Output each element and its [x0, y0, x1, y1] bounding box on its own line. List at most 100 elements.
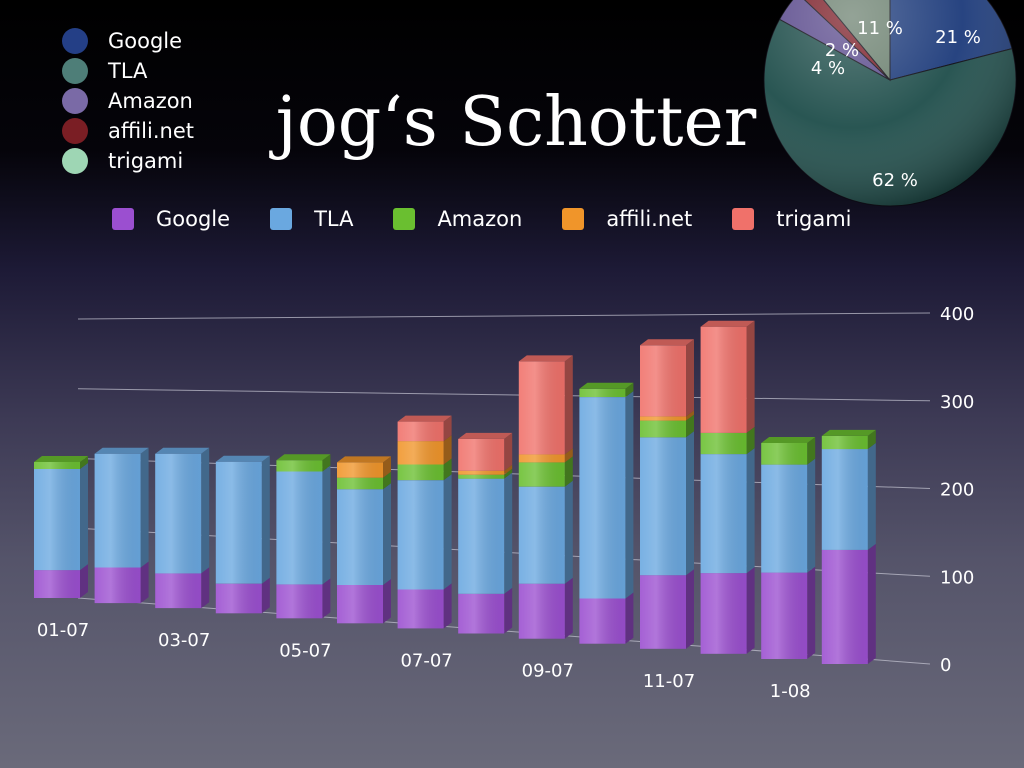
bar-legend-item-affili-net: affili.net [562, 207, 692, 231]
y-tick-label: 300 [940, 392, 974, 413]
bar-legend-label: affili.net [606, 207, 693, 231]
bar-legend-item-trigami: trigami [732, 207, 852, 231]
bar-segment-shine [337, 585, 383, 624]
pie-legend-item-amazon: Amazon [62, 86, 194, 116]
bar-legend-label: trigami [776, 207, 852, 231]
bar-side-tla [443, 474, 452, 590]
bar-side-amazon [443, 458, 452, 481]
x-tick-label: 09-07 [522, 661, 574, 682]
bar-segment-shine [458, 593, 505, 634]
bar-segment-shine [337, 477, 383, 490]
bar-side-amazon [625, 382, 634, 398]
pie-legend-marker [62, 88, 88, 114]
bar-segment-shine [337, 462, 383, 478]
bar-side-google [625, 592, 634, 644]
bar-top [700, 320, 755, 327]
bar-segment-shine [821, 449, 868, 550]
bar-side-tla [564, 480, 573, 584]
bar-segment-shine [397, 480, 444, 590]
pie-gloss [764, 0, 1016, 206]
bar-top [458, 432, 513, 439]
bar-top [337, 456, 391, 463]
bar-01-07 [34, 456, 88, 598]
bar-legend-item-amazon: Amazon [393, 207, 522, 231]
bar-legend-swatch [562, 208, 585, 230]
bar-segment-shine [761, 572, 808, 659]
bar-side-google [383, 579, 391, 624]
pie-legend-marker [62, 58, 88, 84]
slide-title: jog‘s Schotter [275, 83, 757, 162]
pie-legend-label: affili.net [108, 119, 194, 143]
bar-09-07 [518, 355, 573, 639]
bar-10-07 [579, 382, 634, 644]
bar-side-tla [867, 443, 876, 550]
gridline [77, 312, 931, 320]
bar-top [276, 454, 331, 461]
bar-top [155, 447, 210, 454]
pie-legend-marker [62, 148, 88, 174]
x-tick-label: 05-07 [279, 640, 331, 661]
bar-segment-shine [579, 397, 626, 599]
bar-segment-shine [276, 460, 323, 472]
pie-slice-label: 62 % [872, 170, 918, 191]
bar-segment-shine [34, 570, 80, 598]
pie-chart: 21 % 62 % 4 %2 %11 % [763, 0, 1017, 207]
bar-segment-shine [94, 453, 141, 568]
bar-segment-shine [458, 438, 505, 471]
bar-side-trigami [746, 320, 755, 433]
bar-legend-swatch [112, 208, 134, 230]
pie-legend-label: trigami [108, 149, 184, 173]
bar-segment-shine [579, 598, 626, 644]
bar-side-tla [80, 463, 88, 571]
bar-segment-shine [215, 583, 262, 614]
bar-side-google [201, 567, 210, 609]
bar-segment-shine [700, 454, 747, 574]
bar-segment-shine [518, 486, 565, 584]
bar-top [761, 437, 816, 443]
bar-side-tla [807, 458, 816, 573]
y-tick-label: 100 [940, 567, 974, 588]
bar-top [640, 339, 694, 346]
bar-segment-shine [518, 454, 565, 463]
bar-segment-shine [579, 388, 626, 397]
bar-top [215, 455, 270, 462]
bar-segment-shine [458, 470, 505, 475]
bar-side-trigami [443, 415, 452, 442]
bar-segment-shine [761, 464, 808, 573]
bar-side-amazon [383, 471, 391, 490]
bar-segment-shine [640, 345, 686, 417]
bar-legend-label: TLA [314, 207, 354, 231]
x-tick-label: 07-07 [400, 651, 452, 672]
bar-segment-shine [34, 462, 80, 469]
bar-side-trigami [686, 339, 694, 417]
bar-05-07 [276, 454, 331, 619]
bar-segment-shine [276, 584, 323, 619]
bar-side-google [261, 577, 270, 614]
bar-top [94, 447, 149, 454]
bar-segment-shine [518, 462, 565, 487]
bar-08-07 [458, 432, 513, 634]
bar-segment-shine [700, 432, 747, 455]
bar-segment-shine [397, 441, 444, 465]
bar-side-google [80, 564, 88, 598]
bar-legend-label: Google [156, 207, 231, 231]
bar-segment-shine [700, 573, 747, 654]
bar-top [397, 415, 452, 422]
bar-segment-shine [700, 326, 747, 433]
bar-12-07 [700, 320, 755, 654]
pie-legend-marker [62, 28, 88, 54]
bar-segment-shine [94, 567, 141, 604]
bar-segment-shine [821, 549, 868, 664]
bar-2-08 [821, 429, 876, 664]
bar-side-amazon [867, 429, 876, 449]
bar-top [579, 382, 634, 389]
bar-side-google [140, 561, 149, 604]
bar-side-tla [201, 447, 210, 574]
bar-1-08 [761, 437, 816, 659]
bar-side-google [322, 578, 331, 619]
pie-legend-label: Google [108, 29, 183, 53]
x-tick-label: 11-07 [643, 671, 695, 692]
bar-side-tla [625, 391, 634, 599]
bar-side-tla [746, 448, 755, 574]
bar-segment-shine [458, 474, 505, 479]
